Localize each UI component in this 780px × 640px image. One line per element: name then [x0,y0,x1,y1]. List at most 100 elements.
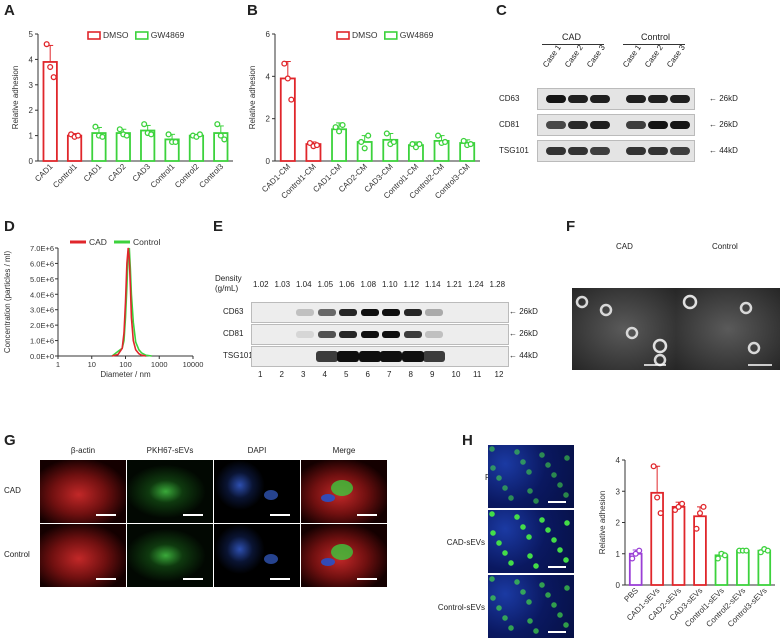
legend-swatch [336,31,350,40]
blot-band [401,351,424,362]
legend-label: Control [133,237,161,247]
lane-label: Case 3 [585,43,607,70]
density-value: 1.06 [339,280,355,289]
data-point [743,547,750,554]
legend-label: DMSO [352,30,378,40]
y-tick-label: 1 [616,550,621,559]
blot-strip [251,324,509,345]
panel-g-confocal-grid: β-actin PKH67-sEVs DAPI Merge CAD Control [0,446,400,620]
blot-band [296,309,314,316]
fraction-number: 12 [494,370,504,379]
data-point [390,138,397,145]
tem-image-cad [572,288,676,370]
data-point [650,463,657,470]
tem-image-control [676,288,780,370]
y-tick-label: 6 [266,30,271,39]
panel-letter-g: G [4,432,16,449]
blot-band [339,331,357,338]
blot-row-label: TSG101 [223,351,253,360]
scale-bar [357,578,377,580]
fraction-number: 9 [430,370,435,379]
bar [279,77,296,162]
panel-d-size-distribution-chart: 0.0E+0 1.0E+6 2.0E+6 3.0E+6 4.0E+6 5.0E+6 6.0E… [3,237,203,378]
blot-row-label: CD63 [223,307,244,316]
confocal-tile [301,524,387,587]
lane-label: Case 3 [665,43,687,70]
x-tick-label: 1000 [151,360,168,369]
y-axis-label: Relative adhesion [248,66,257,130]
y-tick-label: 3.0E+6 [30,306,54,315]
x-tick-label: CAD1 [33,162,55,184]
density-value: 1.05 [317,280,334,289]
y-tick-label: 6.0E+6 [30,259,54,268]
series-line [111,247,152,357]
blot-band [423,351,445,362]
data-point [700,503,707,510]
blot-size-label: ← 26kD [709,94,738,103]
x-tick-label: 1 [56,360,60,369]
blot-band [626,121,646,129]
x-tick-label: 10 [88,360,96,369]
fraction-number: 4 [322,370,327,379]
lane-label: Case 2 [643,43,665,70]
data-point [383,130,390,137]
panel-c-western-blot: CAD Control Case 1 Case 2 Case 3 Case 1 Case… [495,20,780,170]
lane-label: Case 1 [621,43,643,70]
lane-label: Case 2 [563,43,585,70]
data-point [365,132,372,139]
data-point [629,555,636,562]
scale-bar [96,578,116,580]
y-tick-label: 1 [29,132,34,141]
fraction-number: 3 [301,370,306,379]
density-value: 1.03 [274,280,291,289]
blot-band [546,121,566,129]
blot-band [568,121,588,129]
density-value: 1.21 [446,280,463,289]
data-point [416,141,423,148]
x-tick-label: Control3-sEVs [726,586,769,629]
bar [671,505,686,586]
data-point [657,510,664,517]
fraction-number: 2 [279,370,284,379]
fraction-number: 11 [473,370,482,379]
blot-band [296,331,314,338]
y-tick-label: 5.0E+6 [30,275,54,284]
scale-bar [548,501,566,503]
panel-letter-b: B [247,2,258,19]
y-tick-label: 2 [616,519,621,528]
scale-bar [548,631,566,633]
row-label: Control [4,550,30,559]
density-value: 1.14 [425,280,441,289]
data-point [467,141,474,148]
confocal-tile [40,460,126,523]
blot-band [337,351,359,362]
blot-row-label: CD63 [499,94,520,103]
data-point [696,510,704,517]
data-point [288,96,295,103]
y-tick-label: 0 [616,581,621,590]
y-tick-label: 3 [29,81,34,90]
blot-strip [537,88,695,110]
y-tick-label: 0 [266,157,271,166]
blot-band [670,147,690,155]
y-tick-label: 0 [29,157,34,166]
data-point [116,126,123,133]
blot-band [339,309,357,316]
y-axis-label: Relative adhesion [11,66,20,130]
group-label-cad: CAD [562,32,582,42]
blot-band [626,95,646,103]
panel-f-tem-images: CAD Control [570,238,780,378]
y-tick-label: 1.0E+6 [30,337,54,346]
y-tick-label: 0.0E+0 [30,352,54,361]
legend-label: GW4869 [400,30,434,40]
blot-band [546,147,566,155]
x-tick-label: CAD1 [82,162,104,184]
blot-strip [251,302,509,323]
blot-band [382,309,400,316]
y-tick-label: 4 [29,55,34,64]
blot-band [317,331,336,338]
density-value: 1.12 [403,280,420,289]
density-value: 1.24 [468,280,484,289]
data-point [714,555,721,562]
